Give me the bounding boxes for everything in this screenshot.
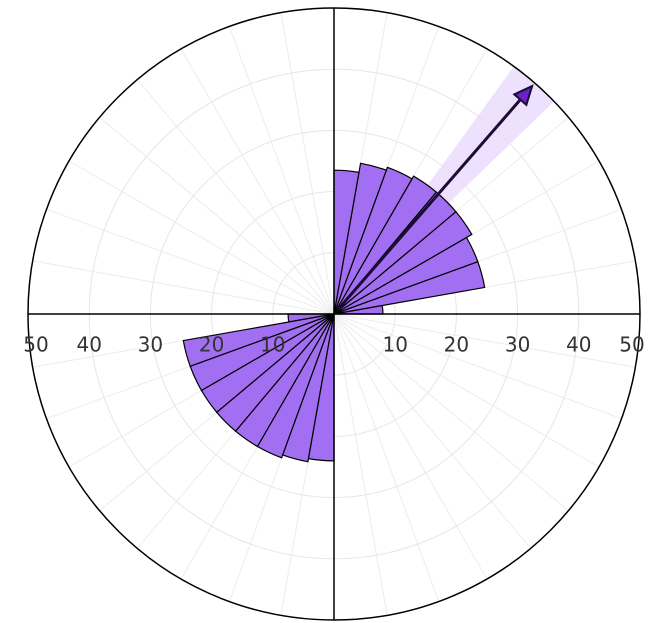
bar — [333, 175, 438, 315]
r-tick-label: 10 — [260, 333, 285, 357]
radial-grid-line — [46, 208, 335, 315]
r-tick-label: 20 — [444, 333, 469, 357]
bar — [256, 313, 335, 459]
bar — [333, 162, 388, 315]
radial-grid-line — [68, 160, 335, 315]
radial-grid-line — [280, 12, 335, 315]
r-tick-label: 30 — [138, 333, 163, 357]
bar — [281, 313, 335, 463]
radial-grid-line — [333, 313, 569, 512]
radial-grid-line — [333, 313, 388, 616]
r-tick-label: 50 — [23, 333, 48, 357]
radial-grid-line — [180, 48, 335, 315]
radial-grid-line — [333, 313, 488, 580]
r-tick-label: 40 — [76, 333, 101, 357]
radial-grid-line — [333, 313, 440, 602]
outer-circle — [27, 7, 641, 621]
radial-grid-line — [228, 26, 335, 315]
r-tick-label: 30 — [505, 333, 530, 357]
radial-grid-line — [136, 79, 335, 315]
arrow-shaft — [336, 98, 522, 311]
arrow-head — [512, 84, 534, 107]
r-tick-label: 50 — [619, 333, 644, 357]
radial-grid-line — [333, 313, 622, 420]
radial-grid-line — [333, 313, 600, 468]
bar — [333, 166, 413, 315]
radial-grid-line — [333, 313, 532, 549]
radial-grid-line — [333, 313, 636, 368]
r-tick-label: 40 — [566, 333, 591, 357]
radial-grid-line — [32, 260, 335, 315]
r-tick-label: 20 — [199, 333, 224, 357]
radial-grid-line — [99, 116, 335, 315]
r-tick-label: 10 — [382, 333, 407, 357]
